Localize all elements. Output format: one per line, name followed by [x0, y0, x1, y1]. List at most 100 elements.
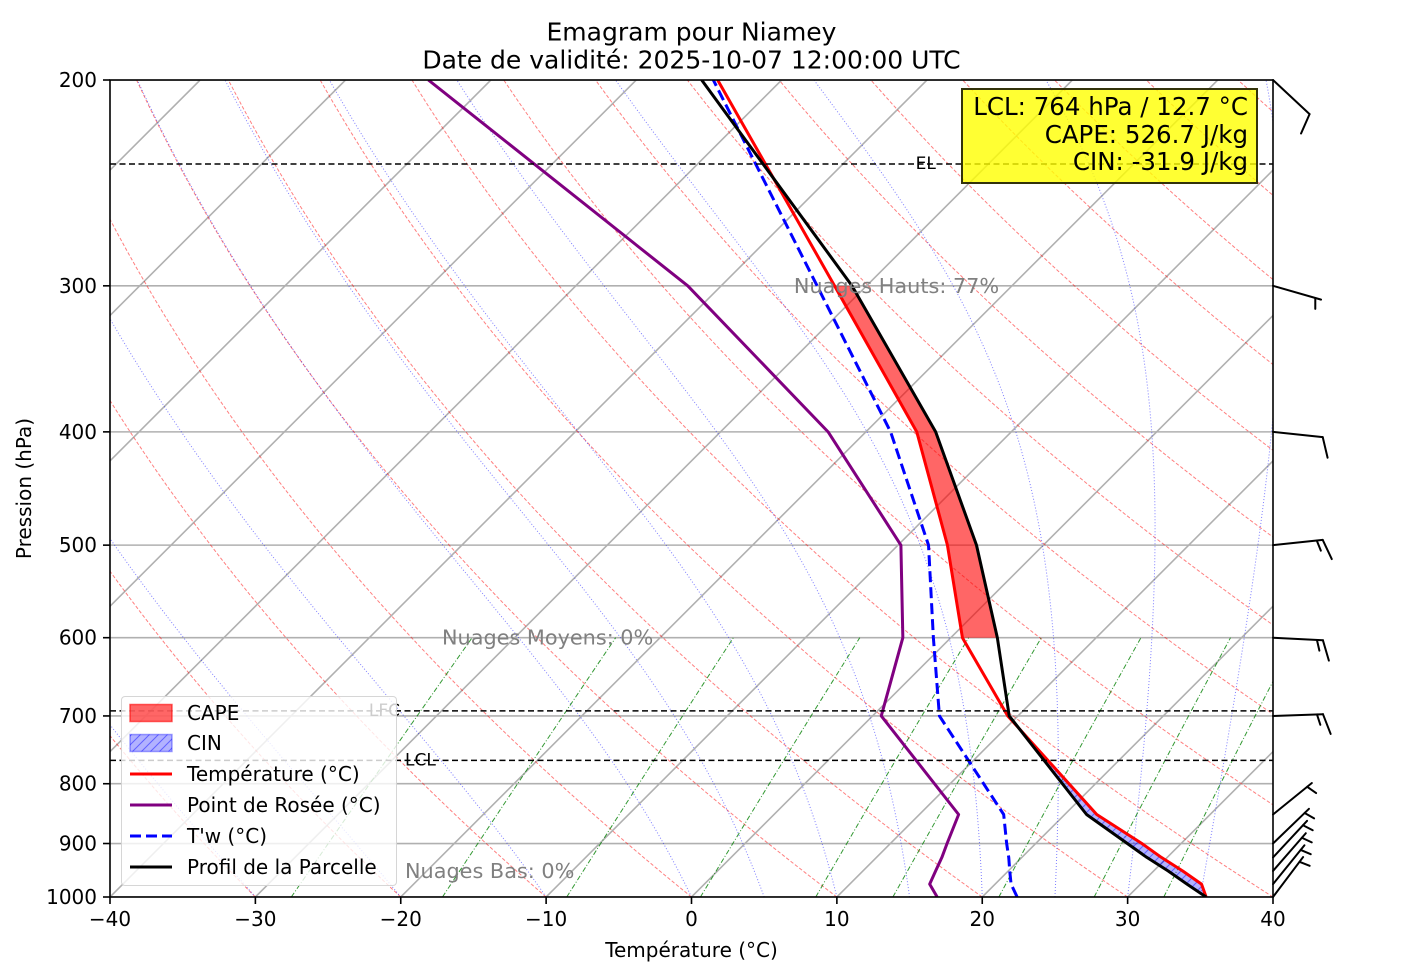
y-tick-label: 700 — [59, 704, 97, 728]
dry-adiabat — [778, 80, 1273, 538]
mixing-ratio-line — [566, 637, 734, 897]
barb-half — [1306, 785, 1318, 795]
barb-half — [1315, 638, 1321, 652]
x-tick-label: −10 — [525, 907, 567, 931]
isotherm-line — [110, 80, 637, 608]
mixing-ratio-line — [1163, 680, 1273, 897]
y-tick-label: 400 — [59, 420, 97, 444]
barb-staff — [1272, 713, 1324, 717]
dewpoint-line-icon — [130, 803, 172, 807]
dry-adiabat — [227, 80, 983, 897]
isotherm-line — [690, 314, 1273, 897]
x-tick-label: 0 — [685, 907, 698, 931]
y-tick-label: 800 — [59, 772, 97, 796]
mixing-ratio-line — [815, 637, 970, 897]
dry-adiabat — [1054, 80, 1273, 281]
moist-adiabat — [110, 317, 547, 897]
barb-staff — [1272, 430, 1324, 439]
dry-adiabat — [503, 80, 1273, 806]
dry-adiabat — [411, 80, 1273, 897]
barb-half — [1299, 848, 1312, 856]
y-tick-label: 500 — [59, 533, 97, 557]
lcl-label: LCL — [405, 750, 436, 770]
mixing-ratio-line — [1093, 637, 1231, 897]
x-tick-label: −30 — [234, 907, 276, 931]
wind-barb — [1272, 832, 1313, 872]
dry-adiabat — [870, 80, 1273, 451]
mixing-ratio-line — [892, 637, 1042, 897]
shaded-areas — [834, 285, 1207, 897]
temperature-line-icon — [130, 772, 172, 776]
barb-staff — [1272, 782, 1313, 816]
barb-staff — [1272, 807, 1310, 845]
isotherm-line — [1272, 895, 1273, 897]
dry-adiabat — [1237, 80, 1273, 113]
barb-staff — [1272, 832, 1307, 872]
wind-barb — [1272, 79, 1311, 135]
x-axis-ticks: −40 −30 −20 −10 0 10 20 30 40 — [89, 897, 1286, 931]
barb-half — [1300, 836, 1313, 844]
y-tick-label: 200 — [59, 68, 97, 92]
legend-label-temperature: Température (°C) — [187, 762, 360, 787]
wind-barb — [1272, 807, 1316, 845]
barb-staff — [1272, 79, 1311, 116]
barb-full — [1321, 639, 1330, 662]
cape-area — [834, 285, 998, 638]
mixing-ratio-line — [442, 637, 617, 897]
dry-adiabat — [595, 80, 1273, 715]
isotherm-line — [110, 80, 347, 317]
moist-adiabat — [328, 80, 838, 897]
y-axis-label: Pression (hPa) — [12, 418, 36, 559]
legend-item-cape: CAPE — [122, 698, 396, 728]
chart-title: Emagram pour Niamey — [547, 18, 837, 47]
y-tick-label: 900 — [59, 832, 97, 856]
legend-item-dewpoint: Point de Rosée (°C) — [122, 790, 396, 820]
y-tick-label: 600 — [59, 626, 97, 650]
cin-area — [1007, 715, 1207, 897]
mixing-ratio-line — [700, 637, 861, 897]
legend-item-cin: CIN — [122, 728, 396, 758]
barb-staff — [1272, 844, 1306, 886]
x-tick-label: 40 — [1260, 907, 1285, 931]
barb-staff — [1272, 819, 1309, 859]
x-tick-label: 30 — [1115, 907, 1140, 931]
barb-staff — [1272, 856, 1305, 898]
dry-adiabat — [1145, 80, 1273, 197]
cloud-cover-label: Nuages Hauts: 77% — [794, 274, 999, 298]
moist-adiabat — [813, 80, 1059, 897]
wind-barb — [1272, 538, 1333, 561]
x-tick-label: 10 — [824, 907, 849, 931]
cin-readout: CIN: -31.9 J/kg — [1072, 147, 1248, 176]
legend-label-wetbulb: T'w (°C) — [187, 823, 267, 848]
legend-item-wetbulb: T'w (°C) — [122, 821, 396, 851]
moist-adiabat — [615, 80, 983, 897]
barb-half — [1302, 824, 1314, 832]
barb-staff — [1272, 538, 1324, 547]
cape-readout: CAPE: 526.7 J/kg — [1044, 119, 1248, 149]
wind-barb — [1272, 284, 1323, 310]
wind-barb — [1272, 782, 1318, 816]
lcl-readout: LCL: 764 hPa / 12.7 °C — [973, 92, 1248, 121]
y-tick-label: 1000 — [46, 885, 97, 909]
barb-full — [1300, 113, 1311, 135]
dry-adiabat — [962, 80, 1273, 366]
y-axis-ticks: 200 300 400 500 600 700 800 900 1000 — [46, 68, 110, 909]
moist-adiabat — [456, 80, 911, 897]
moist-adiabat — [224, 80, 765, 897]
isotherm-line — [110, 80, 492, 463]
wind-barb — [1272, 430, 1329, 459]
barb-half — [1298, 860, 1311, 867]
dry-adiabat — [110, 570, 402, 897]
moist-adiabat — [136, 80, 692, 897]
chart-subtitle: Date de validité: 2025-10-07 12:00:00 UT… — [422, 46, 960, 75]
mixing-ratio-line — [998, 637, 1142, 897]
el-label: EL — [916, 154, 937, 174]
chart-legend: CAPE CIN Température (°C) Point de Rosée… — [121, 696, 397, 886]
parcel-line — [700, 80, 1207, 897]
isotherm-line — [110, 80, 783, 753]
wetbulb-line — [711, 80, 1019, 897]
legend-label-dewpoint: Point de Rosée (°C) — [187, 792, 381, 817]
dry-adiabats — [110, 80, 1273, 897]
wind-barb — [1272, 713, 1332, 735]
